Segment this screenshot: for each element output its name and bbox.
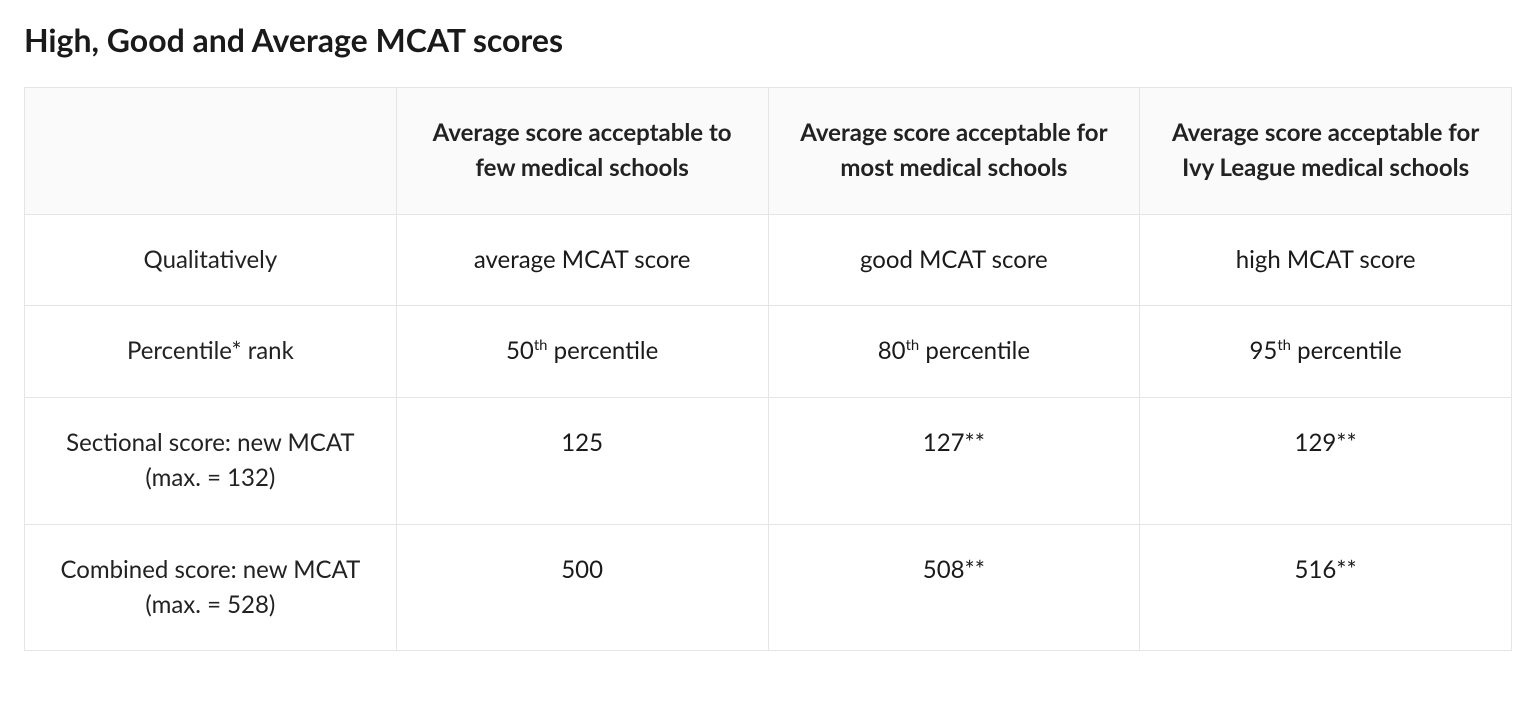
cell-sectional-few: 125 <box>396 398 768 525</box>
percentile-ivy-num: 95 <box>1249 336 1277 365</box>
percentile-few-suffix: percentile <box>547 336 658 365</box>
mcat-scores-table: Average score acceptable to few medical … <box>24 87 1512 651</box>
header-ivy-schools: Average score acceptable for Ivy League … <box>1140 88 1512 215</box>
header-most-schools: Average score acceptable for most medica… <box>768 88 1140 215</box>
row-sectional-label: Sectional score: new MCAT (max. = 132) <box>25 398 397 525</box>
header-few-schools: Average score acceptable to few medical … <box>396 88 768 215</box>
row-qualitative-label: Qualitatively <box>25 214 397 306</box>
header-blank <box>25 88 397 215</box>
cell-combined-ivy: 516** <box>1140 524 1512 651</box>
cell-sectional-most: 127** <box>768 398 1140 525</box>
page-title: High, Good and Average MCAT scores <box>24 20 1512 59</box>
cell-percentile-most: 80th percentile <box>768 306 1140 398</box>
percentile-most-suffix: percentile <box>919 336 1030 365</box>
row-sectional: Sectional score: new MCAT (max. = 132) 1… <box>25 398 1512 525</box>
row-percentile-label: Percentile* rank <box>25 306 397 398</box>
percentile-most-num: 80 <box>878 336 906 365</box>
cell-qualitative-most: good MCAT score <box>768 214 1140 306</box>
row-combined-label: Combined score: new MCAT (max. = 528) <box>25 524 397 651</box>
row-combined: Combined score: new MCAT (max. = 528) 50… <box>25 524 1512 651</box>
cell-percentile-few: 50th percentile <box>396 306 768 398</box>
cell-combined-few: 500 <box>396 524 768 651</box>
row-qualitative: Qualitatively average MCAT score good MC… <box>25 214 1512 306</box>
table-header-row: Average score acceptable to few medical … <box>25 88 1512 215</box>
cell-qualitative-ivy: high MCAT score <box>1140 214 1512 306</box>
percentile-few-sup: th <box>534 336 548 354</box>
percentile-most-sup: th <box>906 336 920 354</box>
percentile-few-num: 50 <box>506 336 534 365</box>
percentile-ivy-sup: th <box>1277 336 1291 354</box>
percentile-ivy-suffix: percentile <box>1291 336 1402 365</box>
cell-qualitative-few: average MCAT score <box>396 214 768 306</box>
cell-combined-most: 508** <box>768 524 1140 651</box>
cell-sectional-ivy: 129** <box>1140 398 1512 525</box>
row-percentile: Percentile* rank 50th percentile 80th pe… <box>25 306 1512 398</box>
cell-percentile-ivy: 95th percentile <box>1140 306 1512 398</box>
